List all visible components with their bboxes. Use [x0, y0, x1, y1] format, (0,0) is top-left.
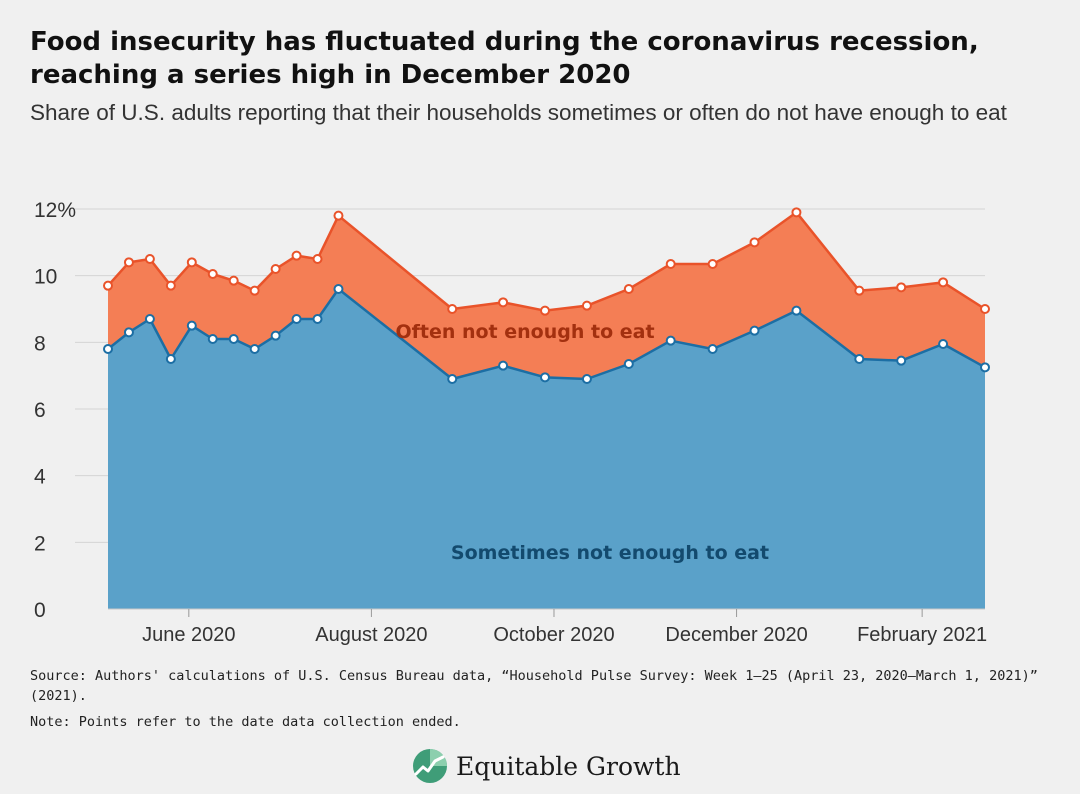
y-tick-label: 10: [34, 266, 57, 289]
often-point: [249, 285, 260, 296]
sometimes-point: [270, 330, 281, 341]
y-tick-label: 4: [34, 466, 46, 489]
brand-logo: Equitable Growth: [412, 748, 681, 784]
sometimes-point: [165, 354, 176, 364]
sometimes-point: [498, 360, 509, 371]
y-tick-label: 0: [34, 599, 46, 622]
often-point: [447, 304, 458, 314]
x-tick-label: June 2020: [142, 624, 235, 646]
source-note: Source: Authors' calculations of U.S. Ce…: [30, 668, 1038, 704]
x-tick-label: February 2021: [857, 624, 987, 646]
often-point: [333, 210, 344, 221]
area-chart: 0 2 4 6 8 10 12% June 2020 August 2020 October 20…: [34, 199, 990, 646]
sometimes-point: [854, 354, 865, 364]
chart-subtitle: Share of U.S. adults reporting that thei…: [30, 100, 1007, 125]
often-point: [144, 254, 155, 264]
sometimes-point: [249, 344, 260, 354]
x-tick-label: August 2020: [315, 624, 427, 646]
often-point: [103, 280, 113, 291]
sometimes-point: [123, 327, 134, 338]
often-point: [123, 257, 134, 268]
often-point: [791, 207, 802, 218]
often-point: [581, 300, 592, 311]
often-point: [540, 305, 551, 316]
often-point: [270, 264, 281, 274]
sometimes-area: [108, 289, 985, 609]
often-series-label: Often not enough to eat: [395, 321, 654, 343]
often-point: [665, 259, 676, 269]
sometimes-point: [707, 344, 718, 354]
often-point: [291, 250, 302, 261]
often-point: [623, 284, 634, 294]
often-point: [980, 304, 990, 314]
y-tick-label: 6: [34, 399, 46, 422]
chart-title: Food insecurity has fluctuated during th…: [30, 27, 979, 90]
sometimes-point: [186, 320, 197, 331]
sometimes-point: [312, 314, 323, 324]
often-point: [207, 269, 218, 279]
sometimes-point: [228, 334, 239, 344]
often-point: [228, 275, 239, 286]
often-area: [108, 212, 985, 379]
sometimes-point: [980, 362, 990, 373]
sometimes-point: [581, 374, 592, 384]
x-tick-label: October 2020: [493, 624, 614, 646]
y-tick-label: 2: [34, 532, 46, 555]
sometimes-point: [103, 344, 113, 354]
sometimes-point: [144, 314, 155, 324]
sometimes-point: [896, 355, 907, 366]
x-tick-label: December 2020: [665, 624, 807, 646]
equitable-growth-logo-icon: [413, 749, 447, 783]
sometimes-point: [623, 359, 634, 369]
sometimes-point: [665, 335, 676, 346]
sometimes-point: [749, 325, 760, 336]
often-point: [938, 277, 949, 288]
often-point: [896, 282, 907, 293]
footnote: Note: Points refer to the date data coll…: [30, 714, 461, 730]
sometimes-point: [791, 305, 802, 316]
often-point: [707, 259, 718, 269]
sometimes-point: [291, 314, 302, 324]
often-point: [165, 280, 176, 291]
sometimes-point: [207, 334, 218, 344]
sometimes-point: [540, 372, 551, 383]
often-point: [749, 237, 760, 248]
sometimes-series-label: Sometimes not enough to eat: [451, 542, 769, 564]
often-point: [312, 254, 323, 264]
brand-name: Equitable Growth: [456, 751, 681, 781]
y-tick-label: 8: [34, 332, 46, 355]
often-point: [854, 285, 865, 296]
sometimes-point: [447, 374, 458, 384]
often-point: [186, 257, 197, 268]
y-tick-label: 12%: [34, 199, 76, 222]
sometimes-point: [938, 339, 949, 349]
sometimes-point: [333, 284, 344, 294]
often-point: [498, 297, 509, 308]
